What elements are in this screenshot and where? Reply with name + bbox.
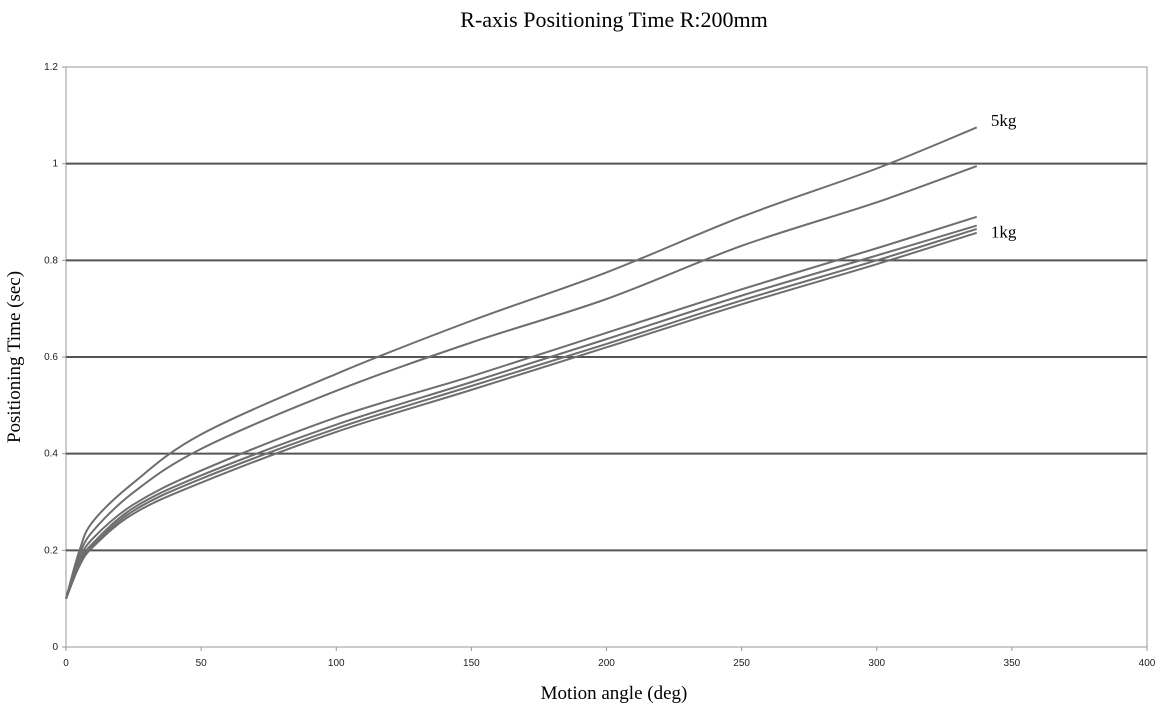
series-annotation: 1kg [991,222,1017,241]
series-line-3 [65,215,978,599]
x-tick-label: 50 [196,658,208,669]
x-axis-ticks: 0 50 100 150 200 250 300 350 400 [63,647,1156,669]
series-line-4 [65,224,978,600]
y-tick-label: 0.2 [44,545,58,556]
series-annotation: 5kg [991,111,1017,130]
series-line-2 [65,165,978,599]
x-tick-label: 400 [1139,658,1156,669]
chart-title: R-axis Positioning Time R:200mm [460,7,767,32]
series-line-5 [65,227,978,600]
series-line-6 [65,231,978,600]
x-tick-label: 100 [328,658,345,669]
x-tick-label: 350 [1004,658,1021,669]
annotations: 5kg 1kg [991,111,1017,241]
y-tick-label: 1.2 [44,62,58,73]
y-tick-label: 1 [52,159,58,170]
y-tick-label: 0.6 [44,352,58,363]
x-tick-label: 250 [733,658,750,669]
series-line-1 [65,126,978,599]
data-lines [65,126,978,600]
x-tick-label: 0 [63,658,69,669]
y-axis-label: Positioning Time (sec) [4,271,25,443]
y-tick-label: 0.4 [44,449,58,460]
x-tick-label: 150 [463,658,480,669]
x-tick-label: 300 [868,658,885,669]
x-axis-label: Motion angle (deg) [541,683,688,704]
y-tick-label: 0.8 [44,255,58,266]
y-tick-label: 0 [52,642,58,653]
x-tick-label: 200 [598,658,615,669]
y-axis-ticks: 0 0.2 0.4 0.6 0.8 1 1.2 [44,62,66,653]
gridlines [66,162,1147,552]
